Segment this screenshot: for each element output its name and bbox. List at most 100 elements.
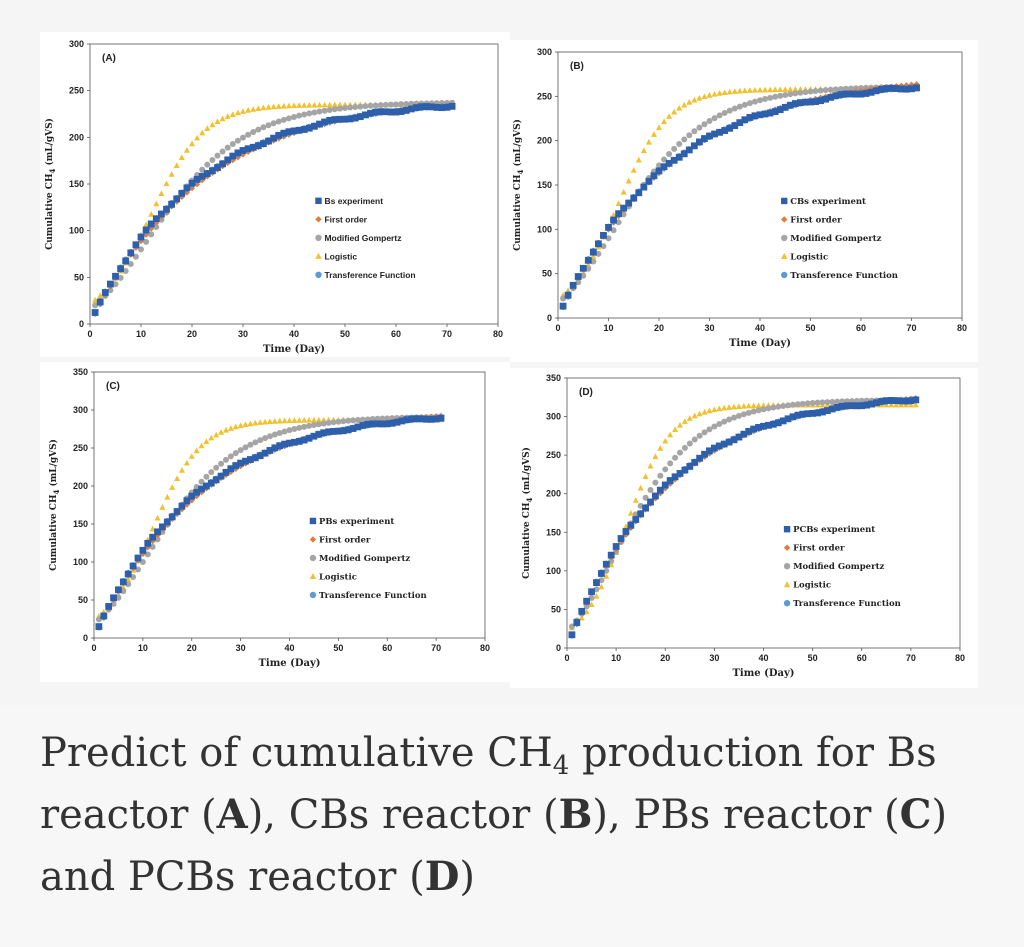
data-point [622, 523, 629, 529]
data-point [575, 279, 582, 286]
x-tick-label: 40 [289, 329, 299, 339]
x-tick-label: 20 [187, 643, 197, 653]
data-point [164, 493, 171, 500]
legend-marker [781, 197, 788, 205]
data-point [766, 109, 774, 117]
data-point [245, 131, 252, 138]
data-point [153, 200, 160, 207]
data-point [315, 430, 323, 438]
legend-label: First order [324, 214, 367, 224]
data-point [336, 105, 343, 112]
x-tick-label: 30 [709, 653, 719, 663]
y-tick-label: 200 [546, 489, 561, 499]
data-point [772, 93, 779, 100]
data-point [403, 416, 411, 424]
data-point [867, 88, 875, 96]
x-tick-label: 20 [187, 329, 197, 339]
caption-text-2: production for Bs reactor ( [40, 730, 937, 838]
data-point [696, 432, 703, 439]
x-tick-label: 60 [857, 653, 867, 663]
x-tick-label: 30 [704, 323, 714, 333]
data-point [637, 502, 644, 509]
data-point [290, 438, 298, 446]
data-point [110, 594, 117, 602]
data-point [887, 84, 895, 92]
data-point [344, 426, 352, 434]
data-point [837, 86, 844, 93]
data-point [569, 281, 577, 289]
data-point [828, 405, 836, 413]
data-point [762, 96, 769, 103]
legend-marker [781, 252, 788, 260]
data-point [214, 118, 221, 124]
data-point [310, 422, 317, 429]
x-axis-label: Time (Day) [729, 338, 791, 349]
data-point [610, 227, 617, 234]
data-point [275, 132, 283, 139]
data-point [603, 567, 610, 574]
x-tick-label: 80 [493, 329, 503, 339]
data-point [316, 108, 323, 115]
data-point [696, 124, 703, 131]
data-point [681, 418, 688, 424]
data-point [681, 136, 688, 143]
data-point [349, 425, 357, 432]
data-point [227, 425, 234, 431]
x-tick-label: 80 [480, 643, 490, 653]
data-point [852, 85, 859, 92]
data-point [403, 100, 410, 107]
y-tick-label: 150 [546, 527, 561, 537]
data-point [208, 434, 215, 441]
y-tick-label: 200 [69, 132, 84, 142]
data-point [222, 456, 229, 463]
x-tick-label: 40 [755, 323, 765, 333]
legend-marker [783, 563, 791, 570]
data-point [392, 108, 400, 116]
data-point [374, 415, 381, 422]
legend-marker [781, 234, 788, 242]
data-point [305, 434, 313, 442]
data-point [741, 101, 748, 108]
data-point [650, 131, 657, 137]
data-point [331, 101, 338, 108]
data-point [265, 137, 272, 145]
data-point [244, 145, 252, 153]
data-point [767, 94, 774, 101]
legend-label: First order [793, 544, 845, 554]
data-point [804, 410, 812, 418]
data-point [301, 111, 308, 118]
data-point [362, 103, 369, 110]
data-point [853, 402, 861, 410]
data-point [242, 421, 249, 428]
data-point [224, 156, 232, 164]
data-point [691, 128, 698, 135]
data-point [721, 127, 729, 134]
data-point [224, 113, 231, 119]
data-point [605, 235, 612, 242]
series-transference-function [92, 102, 456, 317]
data-point [367, 109, 374, 117]
y-tick-label: 50 [74, 272, 84, 282]
series-modified-gompertz [92, 99, 456, 309]
data-point [443, 103, 451, 111]
data-point [174, 475, 181, 481]
data-point [364, 420, 372, 428]
legend-marker [315, 271, 322, 278]
data-point [357, 103, 364, 110]
data-point [760, 422, 767, 430]
data-point [158, 210, 165, 218]
data-point [735, 412, 742, 419]
data-point [842, 90, 850, 98]
data-point [285, 115, 292, 122]
data-point [285, 128, 293, 136]
data-point [448, 102, 456, 110]
data-point [676, 470, 684, 477]
data-point [325, 428, 332, 436]
data-point [608, 558, 615, 565]
data-point [237, 422, 244, 429]
data-point [691, 96, 698, 103]
data-point [149, 533, 157, 541]
data-point [347, 104, 354, 111]
chart-panel-a: 0 10 20 30 40 50 60 70 80 0 50 100 150 200 250 300 Time … [40, 32, 510, 357]
series-logistic [560, 85, 920, 298]
